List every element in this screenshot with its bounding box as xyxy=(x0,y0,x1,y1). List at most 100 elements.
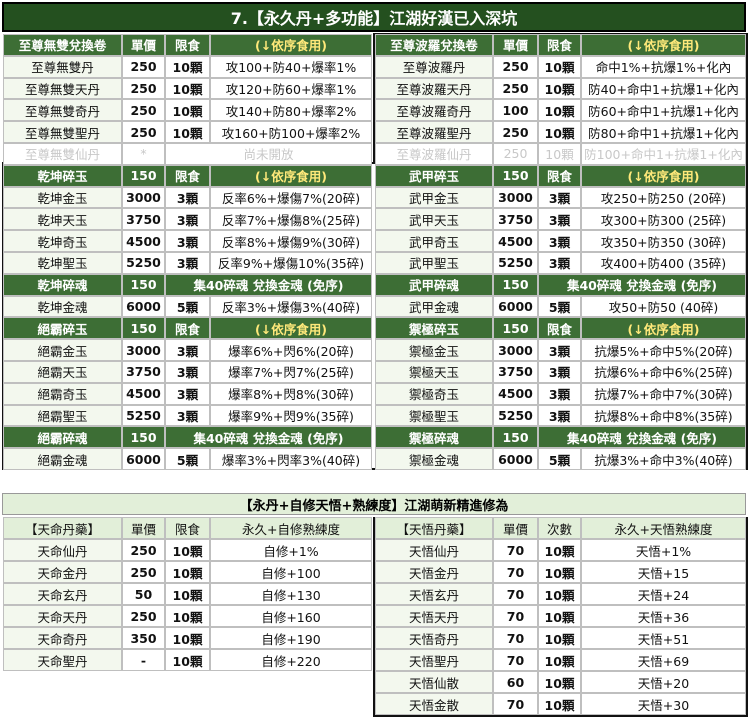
price: 250 xyxy=(122,77,165,100)
price: 250 xyxy=(122,561,165,583)
item-name: 乾坤金魂 xyxy=(3,295,122,318)
price: 3750 xyxy=(122,361,165,383)
item-name: 至尊波羅兌換卷 xyxy=(375,34,493,56)
item-name: 乾坤金玉 xyxy=(3,186,122,209)
limit: 3顆 xyxy=(165,382,210,405)
effect: 攻250+防250 (20碎) xyxy=(581,186,746,209)
price: 3000 xyxy=(122,339,165,361)
price: 150 xyxy=(493,273,538,296)
price: - xyxy=(122,649,165,671)
item-name: 至尊波羅奇丹 xyxy=(375,99,493,122)
price: 4500 xyxy=(493,230,538,252)
item-name: 天命奇丹 xyxy=(3,627,122,649)
item-name: 乾坤聖玉 xyxy=(3,252,122,274)
price: * xyxy=(122,143,165,165)
effect: 自修+1% xyxy=(210,539,372,561)
effect: (↓依序食用) xyxy=(210,34,372,56)
price: 250 xyxy=(493,121,538,143)
price: 70 xyxy=(493,693,538,715)
limit: 限食 xyxy=(165,517,210,539)
item-name: 至尊波羅天丹 xyxy=(375,77,493,100)
price: 70 xyxy=(493,605,538,627)
effect: 永久+天悟熟練度 xyxy=(581,517,746,539)
effect: 攻140+防80+爆率2% xyxy=(210,99,372,122)
item-name: 天悟仙散 xyxy=(375,671,493,693)
limit: 10顆 xyxy=(538,99,581,122)
item-name: 至尊無雙丹 xyxy=(3,55,122,78)
limit: 限食 xyxy=(538,164,581,187)
price: 5250 xyxy=(493,252,538,274)
limit: 3顆 xyxy=(538,252,581,274)
limit: 10顆 xyxy=(165,77,210,100)
price: 250 xyxy=(122,55,165,78)
limit: 3顆 xyxy=(165,361,210,383)
item-name: 禦極碎玉 xyxy=(375,317,493,340)
limit: 次數 xyxy=(538,517,581,539)
limit: 10顆 xyxy=(165,121,210,143)
item-name: 至尊波羅丹 xyxy=(375,55,493,78)
effect: 攻50+防50 (40碎) xyxy=(581,295,746,318)
item-name: 絕霸金玉 xyxy=(3,339,122,361)
item-name: 天命聖丹 xyxy=(3,649,122,671)
effect: 天悟+1% xyxy=(581,539,746,561)
price: 70 xyxy=(493,627,538,649)
item-name: 乾坤碎魂 xyxy=(3,273,122,296)
item-name: 武甲金魂 xyxy=(375,295,493,318)
effect: 永久+自修熟練度 xyxy=(210,517,372,539)
effect: 爆率7%+閃7%(25碎) xyxy=(210,361,372,383)
effect: 攻160+防100+爆率2% xyxy=(210,121,372,143)
effect: 抗爆5%+命中5%(20碎) xyxy=(581,339,746,361)
effect: 攻350+防350 (30碎) xyxy=(581,230,746,252)
price: 6000 xyxy=(122,448,165,470)
item-name: 天悟天丹 xyxy=(375,605,493,627)
limit: 3顆 xyxy=(538,186,581,209)
price: 60 xyxy=(493,671,538,693)
limit: 10顆 xyxy=(538,627,581,649)
effect: 反率6%+爆傷7%(20碎) xyxy=(210,186,372,209)
item-name: 天悟奇丹 xyxy=(375,627,493,649)
limit: 10顆 xyxy=(538,583,581,605)
item-name: 絕霸奇玉 xyxy=(3,382,122,405)
item-name: 至尊無雙聖丹 xyxy=(3,121,122,143)
limit: 5顆 xyxy=(538,448,581,470)
limit: 10顆 xyxy=(538,561,581,583)
item-name: 禦極金魂 xyxy=(375,448,493,470)
limit: 10顆 xyxy=(165,55,210,78)
effect: (↓依序食用) xyxy=(581,34,746,56)
limit: 10顆 xyxy=(165,539,210,561)
item-name: 武甲碎魂 xyxy=(375,273,493,296)
effect: 爆率6%+閃6%(20碎) xyxy=(210,339,372,361)
price: 單價 xyxy=(493,34,538,56)
limit: 10顆 xyxy=(538,539,581,561)
limit: 3顆 xyxy=(165,339,210,361)
item-name: 絕霸碎玉 xyxy=(3,317,122,340)
limit: 3顆 xyxy=(165,252,210,274)
item-name: 絕霸碎魂 xyxy=(3,426,122,449)
effect: (↓依序食用) xyxy=(581,317,746,340)
price: 250 xyxy=(122,605,165,627)
limit: 集40碎魂 兌換金魂 (免序) xyxy=(538,273,746,296)
price: 4500 xyxy=(493,382,538,405)
limit: 3顆 xyxy=(538,339,581,361)
limit: 集40碎魂 兌換金魂 (免序) xyxy=(165,273,372,296)
effect: 反率3%+爆傷3%(40碎) xyxy=(210,295,372,318)
price: 150 xyxy=(122,317,165,340)
item-name: 武甲奇玉 xyxy=(375,230,493,252)
limit: 3顆 xyxy=(538,361,581,383)
limit: 3顆 xyxy=(165,186,210,209)
item-name: 武甲天玉 xyxy=(375,208,493,231)
item-name: 天命金丹 xyxy=(3,561,122,583)
effect: 自修+220 xyxy=(210,649,372,671)
page-title: 7.【永久丹+多功能】江湖好漢已入深坑 xyxy=(2,2,746,32)
item-name: 乾坤天玉 xyxy=(3,208,122,231)
price: 6000 xyxy=(493,295,538,318)
price: 350 xyxy=(122,627,165,649)
item-name: 禦極碎魂 xyxy=(375,426,493,449)
item-name: 絕霸天玉 xyxy=(3,361,122,383)
effect: 天悟+15 xyxy=(581,561,746,583)
limit: 5顆 xyxy=(165,448,210,470)
limit: 10顆 xyxy=(165,561,210,583)
price: 150 xyxy=(122,426,165,449)
price: 70 xyxy=(493,649,538,671)
effect: 自修+190 xyxy=(210,627,372,649)
